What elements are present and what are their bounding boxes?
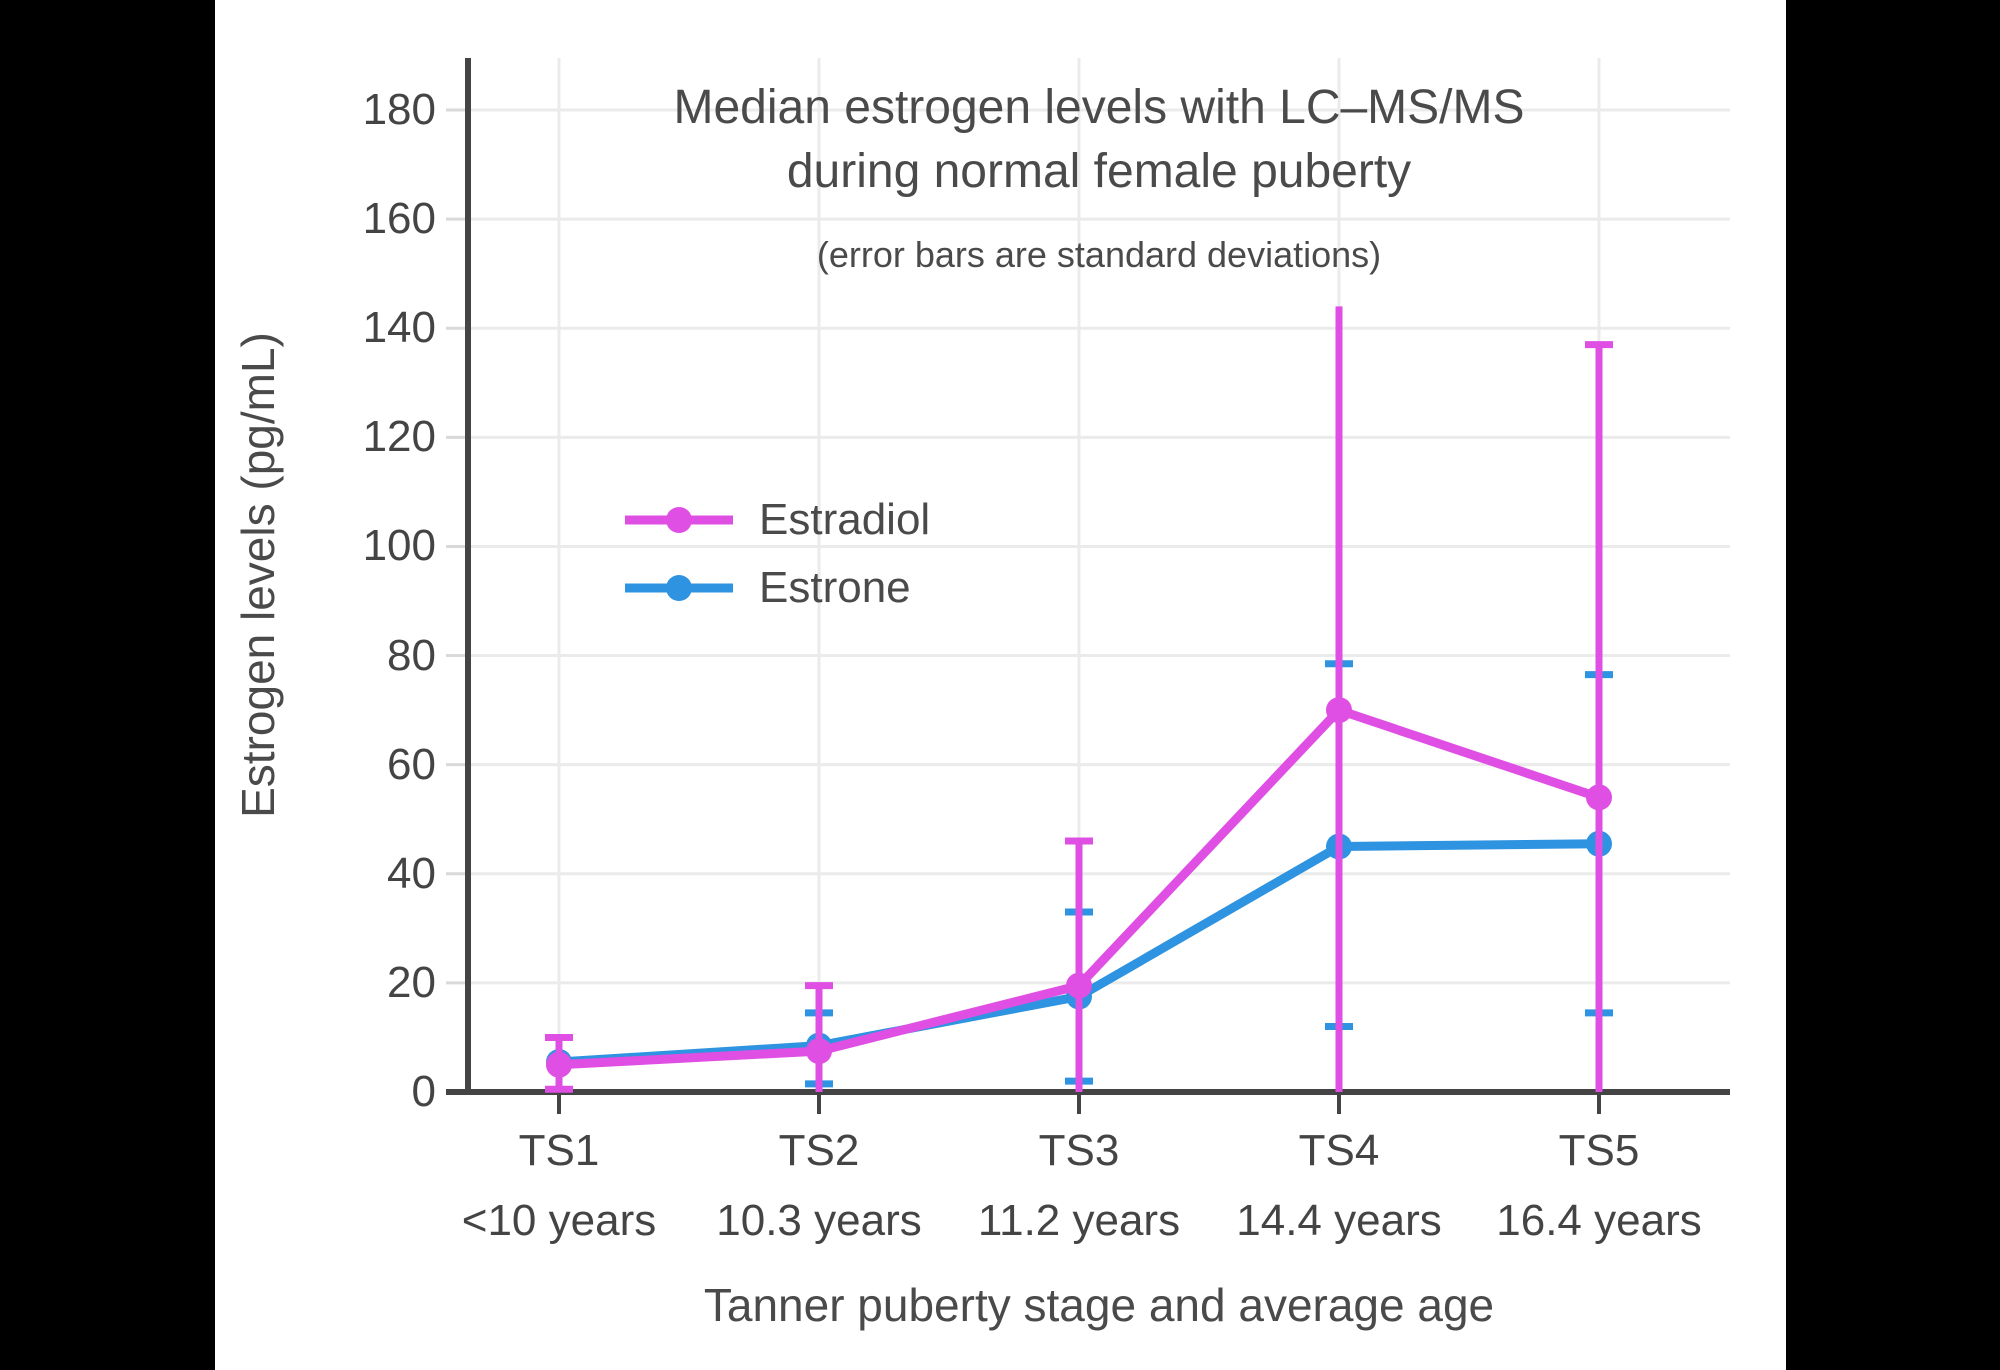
- x-age-label-TS1: <10 years: [461, 1196, 657, 1245]
- x-axis-title: Tanner puberty stage and average age: [703, 1279, 1495, 1331]
- y-axis-title: Estrogen levels (pg/mL): [232, 332, 284, 818]
- estradiol-marker-TS4: [1326, 697, 1352, 724]
- x-age-label-TS2: 10.3 years: [716, 1196, 922, 1245]
- x-stage-label-TS1: TS1: [518, 1126, 600, 1175]
- y-tick-label-160: 160: [362, 194, 436, 244]
- y-tick-label-60: 60: [387, 739, 436, 789]
- legend: Estradiol Estrone: [623, 486, 930, 622]
- legend-marker-icon: [666, 575, 692, 601]
- legend-swatch-estrone-icon: [625, 575, 733, 601]
- y-tick-label-120: 120: [362, 412, 436, 462]
- y-tick-label-0: 0: [411, 1067, 436, 1116]
- legend-swatch-estradiol-icon: [625, 507, 733, 533]
- legend-label-estrone: Estrone: [759, 563, 911, 612]
- legend-label-estradiol: Estradiol: [759, 495, 931, 544]
- chart-subtitle: (error bars are standard deviations): [816, 234, 1382, 275]
- x-stage-label-TS3: TS3: [1038, 1126, 1120, 1175]
- estradiol-marker-TS2: [806, 1038, 832, 1065]
- x-age-label-TS5: 16.4 years: [1496, 1196, 1702, 1245]
- legend-item-estrone: Estrone: [623, 554, 930, 622]
- legend-marker-icon: [666, 507, 692, 533]
- y-tick-label-180: 180: [362, 85, 436, 134]
- estradiol-marker-TS1: [546, 1051, 572, 1078]
- y-tick-label-100: 100: [362, 521, 436, 571]
- y-tick-label-40: 40: [387, 848, 436, 898]
- chart-title-line1: Median estrogen levels with LC–MS/MS: [673, 81, 1525, 134]
- x-age-label-TS4: 14.4 years: [1236, 1196, 1442, 1245]
- chart-canvas: [215, 0, 1786, 1370]
- x-stage-label-TS4: TS4: [1298, 1126, 1380, 1175]
- chart-title-line2: during normal female puberty: [786, 145, 1412, 198]
- legend-item-estradiol: Estradiol: [623, 486, 930, 554]
- estradiol-marker-TS3: [1066, 972, 1092, 999]
- y-tick-label-80: 80: [387, 630, 436, 680]
- x-stage-label-TS2: TS2: [778, 1126, 860, 1175]
- y-tick-label-20: 20: [387, 957, 436, 1007]
- x-age-label-TS3: 11.2 years: [977, 1196, 1181, 1245]
- y-tick-label-140: 140: [362, 303, 436, 353]
- estradiol-marker-TS5: [1586, 784, 1612, 811]
- x-stage-label-TS5: TS5: [1558, 1126, 1640, 1175]
